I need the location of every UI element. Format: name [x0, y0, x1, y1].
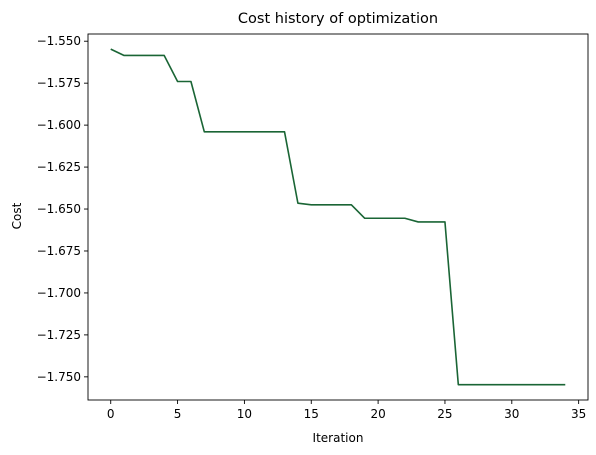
- y-tick-label: −1.575: [37, 76, 81, 90]
- x-tick-label: 20: [370, 407, 385, 421]
- plot-frame: [87, 33, 589, 401]
- x-tick-label: 25: [437, 407, 452, 421]
- series-line-0: [110, 48, 566, 386]
- x-tick-label: 35: [571, 407, 586, 421]
- y-axis-title: Cost: [10, 202, 24, 229]
- x-axis-title: Iteration: [313, 431, 364, 445]
- y-tick-label: −1.750: [37, 370, 81, 384]
- chart-title: Cost history of optimization: [238, 11, 438, 27]
- y-tick-label: −1.725: [37, 328, 81, 342]
- x-tick-label: 30: [504, 407, 519, 421]
- x-tick-label: 0: [107, 407, 115, 421]
- plot-area: 0 5 10 15 20 25 30 35 −1.550 −1.575 −1.600 −1.625 −1…: [37, 33, 589, 421]
- y-tick-label: −1.675: [37, 244, 81, 258]
- x-tick-label: 5: [174, 407, 182, 421]
- y-tick-label: −1.550: [37, 34, 81, 48]
- x-tick-label: 10: [237, 407, 252, 421]
- x-tick-label: 15: [304, 407, 319, 421]
- y-tick-label: −1.600: [37, 118, 81, 132]
- y-tick-label: −1.650: [37, 202, 81, 216]
- y-tick-label: −1.700: [37, 286, 81, 300]
- y-tick-label: −1.625: [37, 160, 81, 174]
